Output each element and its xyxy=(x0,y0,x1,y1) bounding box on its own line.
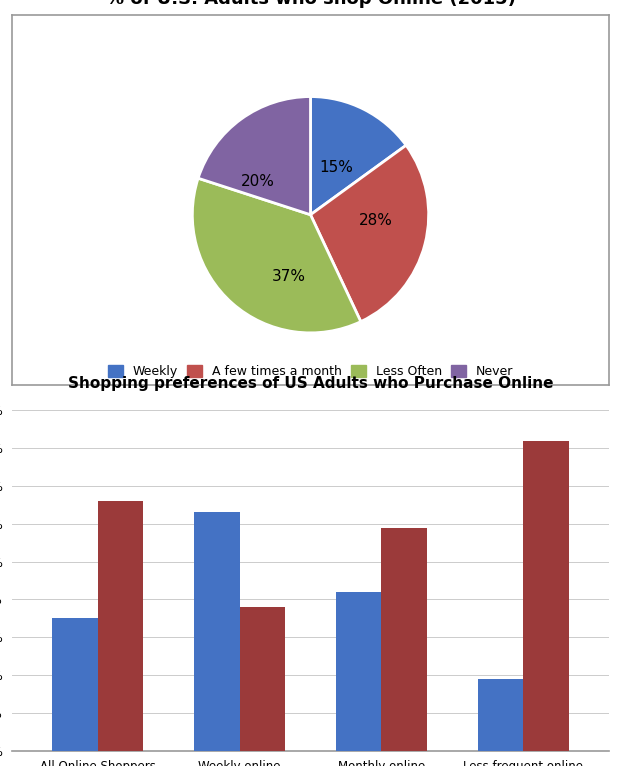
Bar xyxy=(194,512,240,751)
Title: Shopping preferences of US Adults who Purchase Online: Shopping preferences of US Adults who Pu… xyxy=(68,376,553,391)
Bar xyxy=(97,501,143,751)
Bar xyxy=(524,440,569,751)
Bar xyxy=(240,607,285,751)
Bar xyxy=(52,618,97,751)
Bar xyxy=(478,679,524,751)
Bar xyxy=(336,592,381,751)
Title: % of U.S. Adults who shop Online (2015): % of U.S. Adults who shop Online (2015) xyxy=(106,0,515,8)
Legend: Weekly, A few times a month, Less Often, Never: Weekly, A few times a month, Less Often,… xyxy=(108,365,513,378)
Bar xyxy=(381,528,427,751)
